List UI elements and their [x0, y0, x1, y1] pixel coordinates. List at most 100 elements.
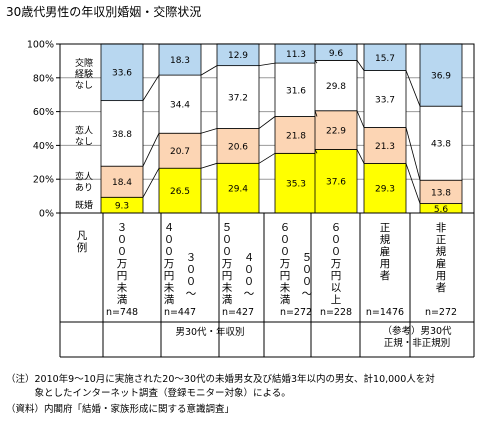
bar-segment: [314, 149, 358, 214]
bar-segment: [158, 43, 202, 76]
legend-entry-2: 恋人: [75, 171, 93, 183]
series-connector: [200, 162, 218, 169]
bar-segment: [314, 59, 358, 112]
series-connector: [405, 127, 421, 181]
y-tick-label: 0%: [39, 209, 54, 220]
series-connector: [258, 62, 276, 67]
legend-entry-3: 恋人: [75, 124, 93, 136]
legend-entry-2: あり: [75, 183, 93, 194]
series-connector: [200, 128, 218, 134]
sample-size: n=447: [163, 307, 197, 318]
bar-segment: [158, 74, 202, 134]
legend-label: 凡例: [76, 230, 88, 254]
data-label: 18.4: [112, 178, 132, 188]
legend-entry-1: 既婚: [75, 199, 93, 211]
bar-segment: [363, 70, 407, 128]
data-label: 26.5: [170, 187, 190, 197]
series-connector: [258, 153, 276, 164]
category-sublabel: ５００～: [301, 252, 313, 300]
data-label: 35.3: [286, 180, 306, 190]
bar-segment: [274, 152, 318, 214]
series-connector: [258, 116, 276, 129]
series-connector: [314, 60, 318, 64]
y-tick-label: 80%: [33, 73, 54, 84]
category-sublabel: ３００～: [185, 252, 197, 300]
bar-segment: [100, 100, 144, 167]
y-tick-label: 20%: [33, 175, 54, 186]
data-label: 37.2: [228, 94, 248, 104]
data-label: 12.9: [228, 51, 248, 61]
series-connector: [405, 70, 421, 107]
data-label: 15.7: [375, 54, 395, 64]
data-label: 29.3: [375, 185, 395, 195]
data-label: 9.6: [329, 49, 344, 59]
bar-segment: [100, 43, 144, 102]
sample-size: n=1476: [365, 307, 405, 318]
data-label: 29.8: [326, 82, 346, 92]
note-line-1: （注）2010年9～10月に実施された20～30代の未婚男女及び結婚3年以内の男…: [6, 374, 435, 385]
data-label: 20.7: [170, 147, 190, 157]
chart-title: 30歳代男性の年収別婚姻・交際状況: [6, 5, 202, 19]
series-connector: [314, 149, 318, 154]
bar-segment: [419, 43, 463, 107]
series-connector: [142, 168, 160, 198]
group-label-employment-line1: （参考）男30代: [382, 326, 452, 337]
series-connector: [314, 110, 318, 117]
bar-segment: [363, 163, 407, 214]
data-label: 33.7: [375, 96, 395, 106]
data-label: 11.3: [286, 50, 306, 60]
sample-size: n=272: [279, 307, 313, 318]
data-label: 36.9: [431, 72, 451, 82]
note-line-2: 象としたインターネット調査（登録モニター対象）による。: [6, 388, 291, 399]
category-label: ６００万円以上: [330, 222, 342, 306]
series-connector: [200, 65, 218, 76]
y-tick-label: 40%: [33, 141, 54, 152]
data-label: 29.4: [228, 185, 248, 195]
y-tick-label: 100%: [27, 40, 54, 51]
bar-segment: [216, 128, 260, 164]
sample-size: n=748: [105, 307, 139, 318]
data-label: 22.9: [326, 127, 346, 137]
series-connector: [356, 110, 365, 128]
note-source: （資料）内閣府「結婚・家族形成に関する意識調査」: [6, 404, 235, 415]
group-label-income: 男30代・年収別: [175, 327, 245, 338]
legend-entry-4: なし: [75, 80, 93, 91]
series-connector: [142, 133, 160, 167]
data-label: 21.3: [375, 142, 395, 152]
legend-entry-3: なし: [75, 136, 93, 147]
y-tick-label: 60%: [33, 107, 54, 118]
data-label: 20.6: [228, 142, 248, 152]
bar-segment: [216, 162, 260, 214]
category-label: 正規雇用者: [379, 222, 391, 282]
group-label-employment-line2: 正規・非正規別: [383, 338, 451, 349]
series-connector: [142, 74, 160, 101]
bar-segment: [274, 62, 318, 117]
category-label: ５００万円未満: [221, 222, 233, 306]
group-label-employment: （参考）男30代 正規・非正規別: [360, 326, 474, 350]
bar-segment: [216, 65, 260, 129]
data-label: 13.8: [431, 188, 451, 198]
category-label: ３００万円未満: [116, 222, 128, 306]
legend-entry-4: 経験: [75, 68, 93, 80]
data-label: 5.6: [434, 205, 449, 215]
category-sublabel: ４００～: [243, 252, 255, 300]
data-label: 38.8: [112, 130, 132, 140]
data-label: 18.3: [170, 56, 190, 66]
sample-size: n=272: [424, 307, 458, 318]
data-label: 34.4: [170, 101, 190, 111]
category-label: 非正規雇用者: [435, 222, 447, 294]
data-label: 9.3: [115, 202, 129, 212]
bar-segment: [100, 165, 144, 198]
sample-size: n=228: [319, 307, 353, 318]
series-connector: [356, 149, 365, 164]
bar-segment: [419, 105, 463, 181]
bar-segment: [314, 110, 358, 150]
data-label: 31.6: [286, 86, 306, 96]
data-label: 21.8: [286, 131, 306, 141]
sample-size: n=427: [221, 307, 255, 318]
legend-entry-4: 交際: [75, 57, 93, 69]
series-connector: [405, 163, 421, 204]
category-label: ４００万円未満: [163, 222, 175, 306]
data-label: 37.6: [326, 178, 346, 188]
